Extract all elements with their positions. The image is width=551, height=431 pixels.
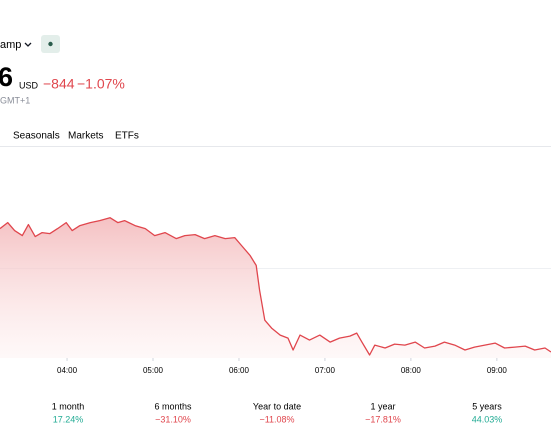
status-dot <box>48 41 53 47</box>
currency: USD <box>19 80 39 90</box>
tab[interactable]: Markets <box>68 131 104 142</box>
x-tick-label: 09:00 <box>487 366 508 375</box>
performance-period: Year to date <box>253 401 301 411</box>
performance-value: 17.24% <box>53 414 84 424</box>
performance-value: −11.08% <box>259 414 294 424</box>
area-fill <box>0 217 551 358</box>
performance-period: 1 year <box>370 401 395 411</box>
performance-value: −17.81% <box>365 414 401 424</box>
x-tick-label: 06:00 <box>229 366 250 375</box>
performance-period: 5 years <box>472 401 502 411</box>
performance-period: 6 months <box>154 401 192 411</box>
x-tick-label: 08:00 <box>401 366 422 375</box>
x-tick-label: 04:00 <box>57 366 78 375</box>
plot <box>0 217 551 358</box>
x-tick-label: 07:00 <box>315 366 336 375</box>
performance-value: −31.10% <box>155 414 191 424</box>
change-percent: −1.07% <box>77 76 125 92</box>
tab[interactable]: ETFs <box>115 131 139 142</box>
x-tick-label: 05:00 <box>143 366 164 375</box>
performance-period: 1 month <box>52 401 85 411</box>
exchange[interactable]: amp <box>0 39 21 51</box>
change: −844 <box>43 76 75 92</box>
performance-value: 44.03% <box>472 414 503 424</box>
price: 6 <box>0 62 13 92</box>
timezone: GMT+1 <box>0 95 30 105</box>
tab[interactable]: Seasonals <box>13 131 60 142</box>
dropdown-arrow[interactable] <box>24 42 32 47</box>
price-line <box>0 217 551 356</box>
